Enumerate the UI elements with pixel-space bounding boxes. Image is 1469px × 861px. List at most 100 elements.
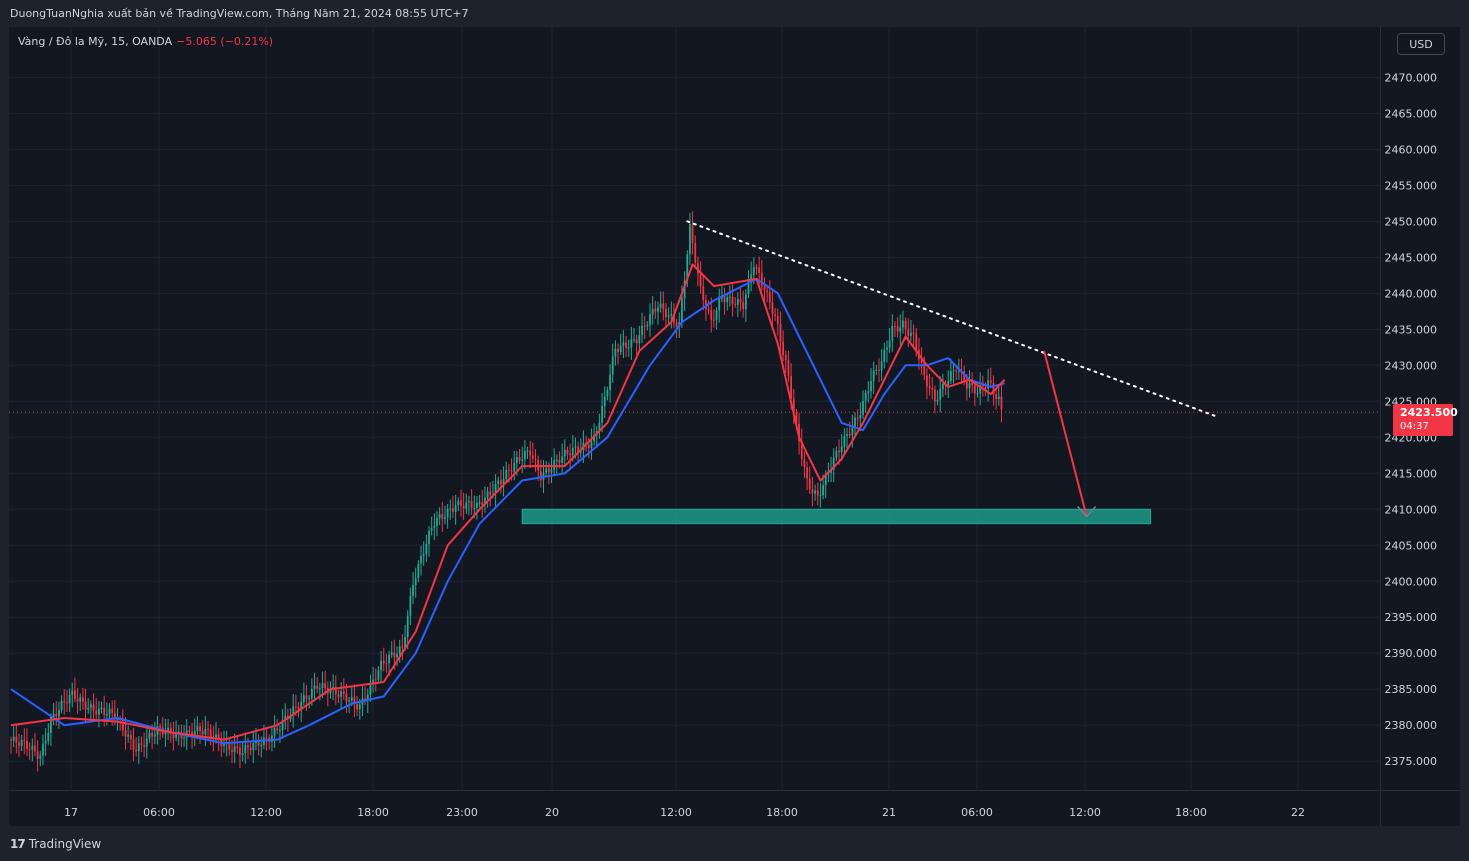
candle-body bbox=[515, 457, 518, 463]
candle-body bbox=[989, 380, 992, 383]
symbol-name: Vàng / Đô la Mỹ, 15, OANDA bbox=[18, 35, 173, 48]
candle-body bbox=[321, 683, 324, 688]
candle-body bbox=[806, 467, 808, 479]
candle-body bbox=[505, 469, 508, 480]
candle-body bbox=[84, 701, 87, 710]
y-tick-label: 2410.000 bbox=[1385, 503, 1438, 516]
candle-body bbox=[790, 376, 793, 399]
candle-body bbox=[292, 706, 295, 716]
candle-body bbox=[284, 715, 287, 721]
candle-body bbox=[997, 396, 1000, 400]
candle-body bbox=[779, 324, 782, 342]
candle-body bbox=[787, 360, 790, 377]
candle-body bbox=[760, 273, 763, 286]
tradingview-logo-icon: 17 bbox=[10, 837, 26, 851]
candle-body bbox=[47, 733, 50, 741]
footer-brand[interactable]: 17 TradingView bbox=[10, 835, 101, 853]
candle-body bbox=[236, 746, 239, 748]
candle-body bbox=[188, 730, 191, 732]
candle-body bbox=[257, 739, 260, 746]
candle-body bbox=[683, 280, 686, 299]
candle-body bbox=[523, 450, 526, 460]
candle-body bbox=[121, 719, 124, 731]
candle-body bbox=[388, 654, 390, 664]
candle-body bbox=[396, 654, 398, 658]
candle-body bbox=[430, 528, 433, 531]
chart-panel[interactable]: 17 06:00 12:00 18:00 23:00 20 12:00 18:00 21 06:0… bbox=[9, 27, 1460, 826]
candle-body bbox=[385, 663, 388, 665]
y-tick-label: 2385.000 bbox=[1385, 683, 1438, 696]
candle-body bbox=[763, 285, 766, 291]
candle-body bbox=[276, 728, 279, 731]
candle-body bbox=[563, 449, 566, 457]
candle-body bbox=[148, 732, 151, 739]
candle-body bbox=[848, 434, 851, 436]
candle-body bbox=[643, 325, 646, 327]
candle-body bbox=[23, 740, 26, 742]
candle-body bbox=[382, 660, 385, 664]
support-zone bbox=[521, 508, 1152, 525]
candle-body bbox=[412, 585, 414, 596]
candle-body bbox=[486, 491, 489, 498]
x-tick-label: 12:00 bbox=[1069, 806, 1101, 819]
projection-arrow bbox=[1043, 350, 1088, 517]
candle-body bbox=[574, 446, 577, 448]
candle-body bbox=[902, 320, 904, 328]
candle-body bbox=[177, 731, 180, 733]
candle-body bbox=[10, 739, 12, 741]
x-tick-label: 06:00 bbox=[143, 806, 175, 819]
candle-body bbox=[446, 509, 449, 518]
candle-body bbox=[907, 328, 910, 336]
candle-body bbox=[880, 361, 883, 371]
candle-body bbox=[201, 731, 204, 735]
candle-body bbox=[846, 434, 848, 436]
candle-body bbox=[736, 299, 739, 305]
candle-body bbox=[803, 459, 806, 468]
candle-body bbox=[95, 710, 98, 715]
y-tick-label: 2455.000 bbox=[1385, 179, 1438, 192]
currency-button[interactable]: USD bbox=[1397, 33, 1445, 55]
candle-body bbox=[593, 434, 595, 441]
candle-body bbox=[340, 691, 343, 697]
candle-body bbox=[1000, 396, 1003, 410]
candle-body bbox=[888, 340, 891, 348]
candle-body bbox=[771, 302, 774, 315]
x-tick-label: 18:00 bbox=[357, 806, 389, 819]
candle-body bbox=[558, 459, 561, 463]
candle-body bbox=[936, 399, 939, 402]
candle-body bbox=[135, 749, 138, 752]
candle-body bbox=[649, 314, 651, 325]
candle-body bbox=[928, 386, 931, 389]
candle-body bbox=[74, 690, 76, 699]
candle-body bbox=[372, 679, 374, 683]
candle-body bbox=[500, 480, 502, 485]
candle-body bbox=[878, 369, 880, 371]
candle-body bbox=[702, 286, 705, 301]
candle-body bbox=[718, 298, 721, 311]
candle-body bbox=[705, 300, 707, 309]
y-tick-label: 2450.000 bbox=[1385, 215, 1438, 228]
candle-body bbox=[31, 745, 34, 750]
candle-body bbox=[58, 710, 60, 717]
candle-body bbox=[444, 517, 446, 519]
candle-body bbox=[145, 738, 148, 747]
candle-body bbox=[926, 375, 928, 387]
candle-body bbox=[489, 491, 492, 495]
candle-body bbox=[739, 299, 742, 303]
candle-body bbox=[774, 314, 777, 317]
candle-body bbox=[492, 493, 494, 495]
candle-body bbox=[968, 382, 971, 389]
candle-body bbox=[529, 450, 532, 456]
candle-body bbox=[603, 396, 606, 406]
candle-body bbox=[468, 501, 470, 503]
candle-body bbox=[342, 691, 345, 694]
candle-body bbox=[478, 502, 481, 504]
candle-body bbox=[510, 470, 513, 472]
candle-body bbox=[657, 307, 659, 312]
candle-body bbox=[923, 362, 926, 376]
price-chart[interactable]: 17 06:00 12:00 18:00 23:00 20 12:00 18:00 21 06:0… bbox=[9, 27, 1460, 826]
candle-body bbox=[167, 727, 169, 732]
candle-body bbox=[393, 652, 396, 658]
candle-body bbox=[941, 383, 944, 390]
candle-body bbox=[302, 695, 305, 702]
